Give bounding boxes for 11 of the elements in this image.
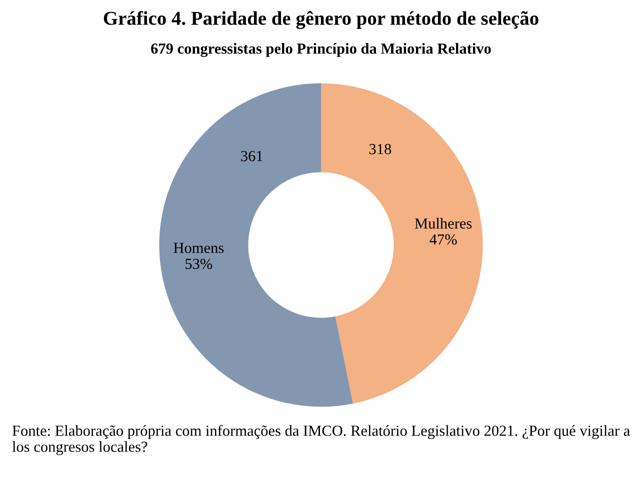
chart-title: Gráfico 4. Paridade de gênero por método de seleção [104, 11, 538, 29]
source-note: Fonte: Elaboração própria com informações da IMCO. Relatório Legislativo 2021. ¿Por qué vigilar a los congresos locales? [12, 425, 630, 456]
slice-label: Mulheres [414, 218, 472, 229]
data-label: 318 [369, 144, 392, 154]
text: 47% [430, 234, 457, 245]
data-label: 361 [241, 150, 262, 162]
chart-subtitle: 679 congressistas pelo Princípio da Maioria Relativo [151, 43, 491, 57]
text: 53% [186, 258, 212, 270]
donut-slice [321, 83, 483, 404]
donut-slice [159, 83, 353, 407]
slice-label: Homens [174, 242, 224, 254]
